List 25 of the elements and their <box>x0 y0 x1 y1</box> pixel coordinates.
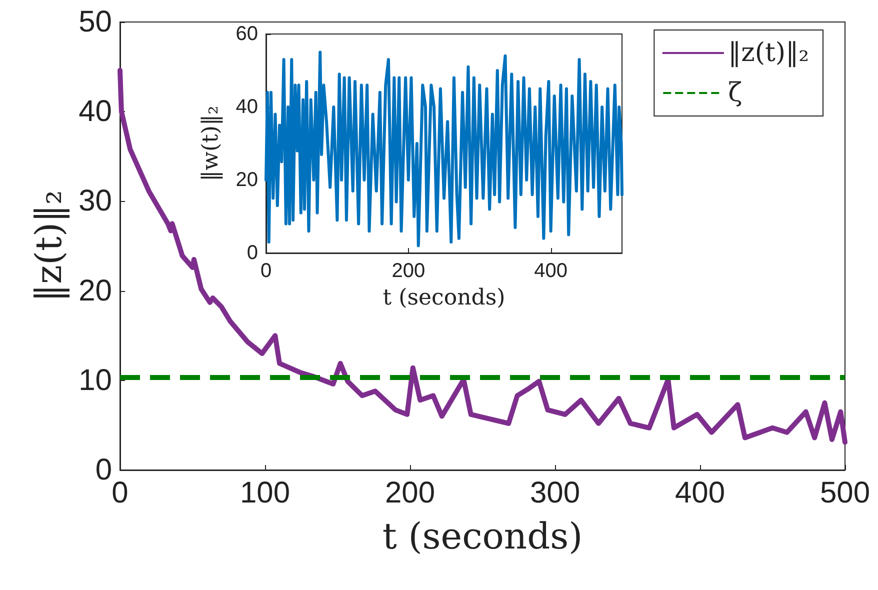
legend-label: ‖z(t)‖₂ <box>728 38 810 68</box>
x-axis-title: t (seconds) <box>382 516 583 558</box>
x-tick-label: 500 <box>820 476 870 510</box>
y-tick-label: 20 <box>78 274 112 308</box>
y-tick-label: 60 <box>236 23 258 45</box>
y-tick-label: 10 <box>78 364 112 397</box>
x-tick-label: 200 <box>392 260 426 282</box>
y-tick-label: 0 <box>246 242 258 264</box>
x-tick-label: 0 <box>260 260 272 282</box>
y-tick-label: 20 <box>236 169 258 191</box>
x-tick-label: 400 <box>674 476 726 510</box>
line-series <box>264 50 624 248</box>
y-tick-label: 40 <box>78 95 112 128</box>
y-tick-label: 0 <box>95 454 112 486</box>
x-tick-label: 300 <box>530 476 580 510</box>
y-axis-title: ‖z(t)‖₂ <box>29 190 70 302</box>
x-axis-title: t (seconds) <box>382 286 506 310</box>
y-tick-label: 50 <box>78 6 112 38</box>
x-tick-label: 200 <box>384 476 436 510</box>
legend-label: ζ <box>728 78 742 108</box>
x-tick-label: 100 <box>240 476 290 510</box>
y-tick-label: 40 <box>236 96 258 118</box>
x-tick-label: 400 <box>534 260 568 282</box>
y-axis-title: ‖w(t)‖₂ <box>198 106 224 182</box>
y-tick-label: 30 <box>78 184 112 218</box>
